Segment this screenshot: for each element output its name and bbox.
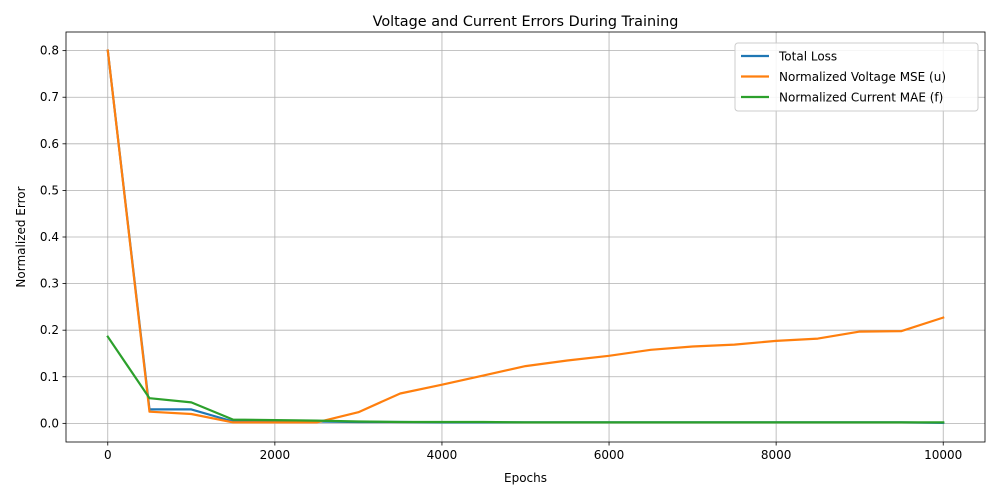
y-tick-label: 0.3 [40, 277, 59, 291]
chart-title: Voltage and Current Errors During Traini… [373, 14, 679, 30]
series-line-1 [106, 49, 945, 424]
y-tick-label: 0.2 [40, 323, 59, 337]
y-tick-label: 0.7 [40, 90, 59, 104]
x-tick-label: 0 [104, 448, 112, 462]
x-tick-label: 4000 [427, 448, 458, 462]
legend: Total Loss Normalized Voltage MSE (u) Norm… [734, 42, 979, 112]
grid [66, 32, 985, 442]
x-tick-label: 6000 [594, 448, 625, 462]
legend-label-0: Total Loss [778, 50, 837, 64]
y-tick-label: 0.4 [40, 230, 59, 244]
y-tick-label: 0.0 [40, 416, 59, 430]
y-tick-label: 0.5 [40, 183, 59, 197]
y-axis-title: Normalized Error [14, 186, 28, 287]
x-tick-label: 10000 [924, 448, 962, 462]
y-axis-ticks: 0.0 0.1 0.2 0.3 0.4 0.5 0.6 0.7 0.8 [40, 44, 66, 430]
x-axis-ticks: 0 2000 4000 6000 8000 10000 [104, 442, 962, 462]
legend-label-1: Normalized Voltage MSE (u) [779, 70, 946, 84]
x-axis-title: Epochs [504, 471, 547, 485]
legend-box [734, 42, 979, 112]
x-tick-label: 8000 [761, 448, 792, 462]
x-tick-label: 2000 [260, 448, 291, 462]
y-tick-label: 0.1 [40, 370, 59, 384]
legend-label-2: Normalized Current MAE (f) [779, 91, 943, 105]
series-lines [106, 49, 945, 425]
y-tick-label: 0.6 [40, 137, 59, 151]
y-tick-label: 0.8 [40, 44, 59, 58]
series-line-2 [106, 335, 945, 424]
